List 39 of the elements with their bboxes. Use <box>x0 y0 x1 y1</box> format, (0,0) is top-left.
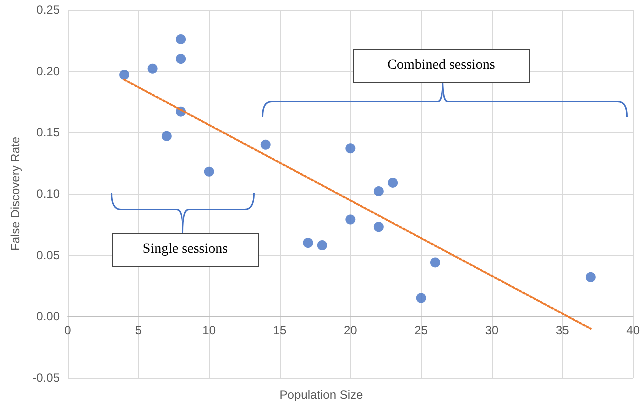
point <box>317 240 328 251</box>
x-tick-label: 0 <box>64 324 72 338</box>
x-tick-label: 15 <box>273 324 287 338</box>
y-tick-label: 0.25 <box>36 3 60 17</box>
point <box>388 178 398 188</box>
x-tick-label: 40 <box>626 324 640 338</box>
lower-brace-callout: Single sessions <box>111 193 258 267</box>
point <box>148 64 158 74</box>
y-tick-label: 0.20 <box>36 64 60 78</box>
x-tick-label: 25 <box>414 324 428 338</box>
point <box>162 131 172 142</box>
point <box>303 238 314 248</box>
point <box>120 70 130 80</box>
point <box>416 293 426 304</box>
point <box>260 140 271 150</box>
x-axis-title: Population Size <box>280 388 364 402</box>
upper-brace-callout: Combined sessions <box>262 49 628 118</box>
point <box>374 186 384 197</box>
point <box>586 272 596 282</box>
annotation: Single sessions <box>112 233 259 267</box>
y-tick-label: 0.10 <box>36 187 60 201</box>
point <box>204 166 214 177</box>
y-tick-label: 0.05 <box>36 248 60 262</box>
y-tick-label: 0.15 <box>36 126 60 140</box>
point <box>176 54 186 64</box>
x-tick-label: 10 <box>202 324 216 338</box>
x-tick-label: 30 <box>485 324 499 338</box>
point <box>346 144 356 154</box>
x-tick-label: 35 <box>556 324 570 338</box>
y-tick-label: 0.00 <box>36 310 60 324</box>
point <box>430 258 440 268</box>
point <box>374 222 384 232</box>
x-tick-label: 20 <box>344 324 358 338</box>
point <box>176 34 186 44</box>
y-axis-title: False Discovery Rate <box>8 136 23 252</box>
point <box>346 214 356 225</box>
y-tick-label: -0.05 <box>32 371 60 385</box>
x-tick-label: 5 <box>135 324 142 338</box>
annotation: Combined sessions <box>353 49 530 83</box>
